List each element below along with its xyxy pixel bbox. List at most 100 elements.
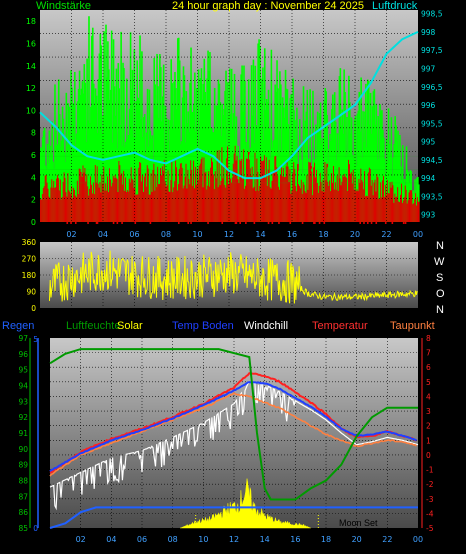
wind-bar-red: [83, 172, 86, 222]
wind-bar-red: [177, 190, 179, 222]
wind-bar-red: [137, 194, 139, 222]
wind-bar-red: [156, 187, 158, 222]
wind-bar: [145, 132, 148, 222]
wind-bar-red: [223, 166, 225, 222]
wind-bar-red: [234, 222, 237, 224]
legend-luftfeuchte: Luftfeuchte: [66, 320, 121, 332]
wind-bar: [400, 166, 402, 222]
wind-bar-red: [260, 156, 262, 222]
wind-bar-red: [409, 190, 412, 222]
wind-bar: [200, 68, 203, 222]
wind-bar: [255, 124, 258, 222]
wind-bar: [195, 88, 198, 222]
winddir-line: [49, 250, 418, 304]
wind-bar-red: [106, 190, 108, 222]
wind-bar-red: [262, 161, 264, 222]
wind-bar-red: [57, 175, 59, 222]
wind-bar-red: [321, 191, 324, 222]
wind-bar: [215, 105, 218, 222]
wind-bar: [157, 86, 159, 223]
wind-bar-red: [125, 192, 128, 222]
wind-bar-red: [393, 202, 396, 222]
wind-bar-red: [97, 183, 100, 222]
wind-bar-red: [155, 174, 157, 222]
wind-bar-red: [349, 164, 351, 222]
wind-bar: [162, 64, 165, 223]
wind-bar-red: [266, 185, 269, 222]
wind-bar: [396, 141, 398, 222]
temp-y-tick: -5: [426, 524, 434, 533]
dir-n2: N: [436, 304, 444, 316]
wind-y-tick: 10: [26, 106, 36, 115]
wind-bar-red: [170, 180, 173, 222]
wind-bar-red: [307, 189, 310, 222]
wind-bar: [359, 131, 362, 222]
legend-windchill: Windchill: [244, 320, 289, 332]
wind-bar-red: [293, 162, 295, 222]
wind-bar: [173, 81, 175, 223]
wind-bar: [67, 103, 70, 222]
wind-bar: [80, 88, 83, 222]
wind-bar-red: [44, 175, 47, 222]
wind-bar: [304, 120, 307, 222]
wind-bar: [240, 74, 242, 222]
wind-bar-red: [278, 222, 280, 224]
temp-panel: [50, 338, 418, 528]
humidity-y-tick: 95: [18, 366, 28, 375]
wind-bar: [43, 127, 46, 222]
wind-bar: [329, 133, 331, 222]
wind-bar: [105, 24, 107, 223]
wind-bar-red: [112, 175, 115, 222]
wind-bar-red: [151, 191, 154, 222]
wind-bar: [125, 78, 128, 222]
wind-bar: [158, 117, 160, 222]
wind-bar-red: [231, 177, 234, 222]
wind-bar: [371, 106, 374, 222]
temp-y-tick: 4: [426, 392, 431, 401]
wind-bar: [57, 79, 60, 222]
wind-bar-red: [73, 187, 75, 222]
wind-bar-red: [395, 197, 397, 222]
wind-bar-red: [130, 167, 133, 222]
wind-bar-red: [198, 165, 201, 222]
wind-bar-red: [188, 178, 190, 222]
wind-bar-red: [110, 186, 113, 222]
wind-bar: [363, 142, 365, 222]
wind-bar-red: [63, 172, 66, 222]
wind-bar-red: [354, 176, 357, 222]
wind-bar: [127, 135, 130, 222]
wind-bar-red: [240, 161, 242, 222]
wind-bar: [97, 78, 100, 222]
wind-bar: [296, 107, 298, 222]
wind-bar: [138, 100, 140, 222]
wind-bar-red: [160, 168, 162, 222]
wind-bar: [242, 111, 244, 222]
temp-y-tick: 5: [426, 378, 431, 387]
wind-x-tick: 16: [287, 230, 297, 239]
wind-bar-red: [404, 222, 407, 224]
wind-bar-red: [112, 222, 115, 224]
wind-bar-red: [299, 188, 302, 222]
wind-bar-red: [414, 199, 416, 222]
wind-bar-red: [47, 188, 50, 222]
wind-bar-red: [207, 222, 209, 224]
wind-bar: [55, 130, 57, 222]
wind-bar-red: [74, 222, 77, 224]
wind-bar-red: [265, 157, 268, 222]
wind-bar-red: [330, 191, 332, 222]
wind-x-tick: 18: [318, 230, 328, 239]
wind-bar-red: [271, 222, 274, 224]
wind-bar: [146, 88, 149, 222]
wind-bar: [321, 138, 324, 222]
wind-bar-red: [218, 150, 221, 222]
wind-bar-red: [244, 188, 246, 222]
wind-bar-red: [302, 182, 305, 222]
wind-bar: [364, 111, 366, 222]
wind-bar-red: [343, 176, 345, 222]
wind-bar-red: [276, 166, 278, 222]
dir-o: O: [436, 288, 445, 300]
wind-bar: [317, 132, 320, 222]
humidity-y-tick: 92: [18, 413, 28, 422]
wind-bar: [87, 120, 89, 222]
